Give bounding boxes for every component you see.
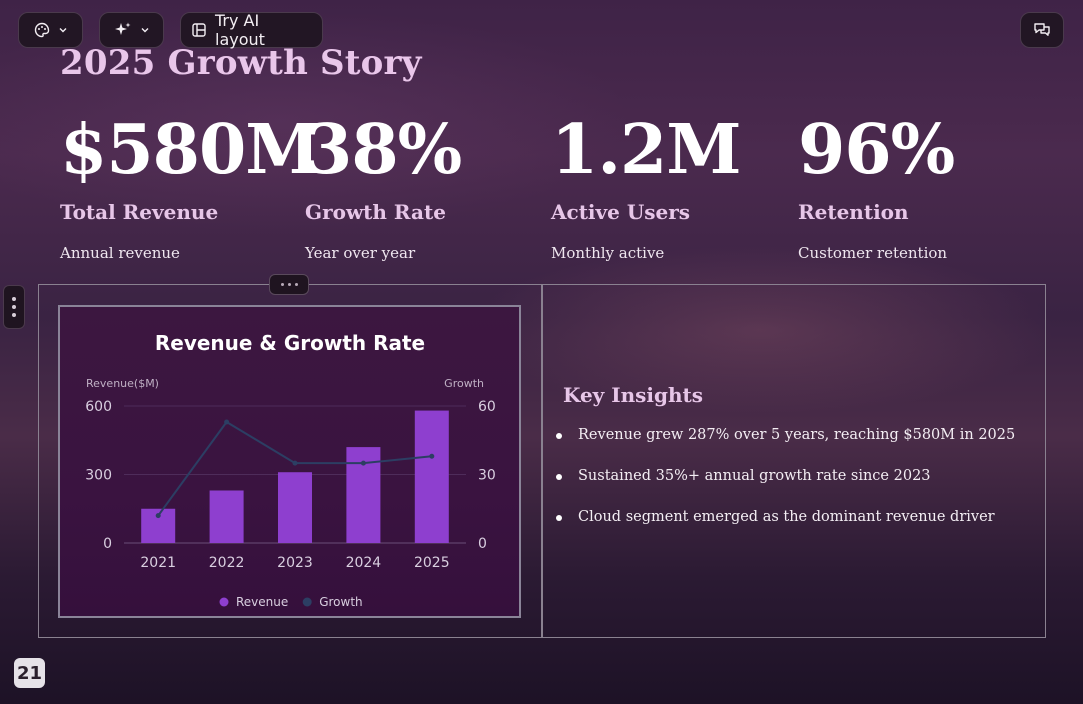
- revenue-bar[interactable]: [209, 490, 244, 543]
- revenue-bar[interactable]: [414, 410, 449, 543]
- stat-active-users: 1.2M Active Users Monthly active: [551, 108, 781, 262]
- stat-label: Total Revenue: [60, 200, 219, 224]
- legend-label[interactable]: Growth: [319, 595, 362, 609]
- legend-swatch: [219, 597, 229, 607]
- stat-value: 96%: [798, 110, 955, 190]
- stat-description: Annual revenue: [60, 244, 180, 262]
- y-left-axis-label: Revenue($M): [86, 377, 159, 390]
- block-drag-handle[interactable]: [3, 285, 25, 329]
- comments-button[interactable]: [1020, 12, 1064, 48]
- y-right-tick-label: 30: [478, 468, 496, 484]
- growth-point[interactable]: [155, 513, 161, 519]
- x-tick-label: 2024: [346, 555, 382, 571]
- growth-point[interactable]: [360, 460, 366, 466]
- insight-item: Cloud segment emerged as the dominant re…: [556, 509, 1023, 550]
- block-options-handle[interactable]: [269, 274, 309, 295]
- stat-description: Customer retention: [798, 244, 948, 262]
- stat-value: 38%: [305, 110, 462, 190]
- stat-value: $580M: [60, 110, 321, 190]
- revenue-bar[interactable]: [278, 472, 312, 543]
- ai-assist-button[interactable]: [99, 12, 164, 48]
- legend-label[interactable]: Revenue: [236, 595, 288, 609]
- x-tick-label: 2022: [209, 555, 245, 571]
- y-left-tick-label: 600: [85, 399, 112, 415]
- chevron-down-icon: [140, 25, 150, 35]
- y-right-tick-label: 60: [478, 399, 496, 415]
- key-insights: Key Insights Revenue grew 287% over 5 ye…: [556, 383, 1023, 550]
- insights-list: Revenue grew 287% over 5 years, reaching…: [556, 427, 1023, 550]
- slide-title: 2025 Growth Story: [60, 43, 422, 83]
- x-tick-label: 2021: [140, 555, 176, 571]
- y-left-tick-label: 300: [85, 468, 112, 484]
- stat-description: Year over year: [305, 244, 416, 262]
- try-ai-layout-label: Try AI layout: [215, 11, 265, 49]
- insight-item: Revenue grew 287% over 5 years, reaching…: [556, 427, 1023, 468]
- layout-icon: [191, 22, 207, 38]
- growth-point[interactable]: [224, 419, 230, 425]
- stat-label: Growth Rate: [305, 200, 446, 224]
- theme-button[interactable]: [18, 12, 83, 48]
- comments-icon: [1033, 21, 1051, 39]
- stat-description: Monthly active: [551, 244, 665, 262]
- column-divider: [541, 284, 543, 638]
- y-right-axis-label: Growth: [444, 377, 484, 390]
- stat-retention: 96% Retention Customer retention: [798, 108, 1028, 262]
- palette-icon: [34, 22, 50, 38]
- y-right-tick-label: 0: [478, 536, 487, 552]
- stat-label: Retention: [798, 200, 909, 224]
- stat-total-revenue: $580M Total Revenue Annual revenue: [60, 108, 321, 262]
- revenue-growth-chart[interactable]: Revenue & Growth Rate Revenue($M) Growth…: [58, 305, 521, 618]
- chevron-down-icon: [58, 25, 68, 35]
- page-number[interactable]: 21: [14, 658, 45, 688]
- growth-point[interactable]: [292, 460, 298, 466]
- legend-swatch: [302, 597, 312, 607]
- insights-title: Key Insights: [563, 383, 704, 407]
- chart-title: Revenue & Growth Rate: [155, 331, 425, 355]
- x-tick-label: 2023: [277, 555, 313, 571]
- y-left-tick-label: 0: [103, 536, 112, 552]
- insight-item: Sustained 35%+ annual growth rate since …: [556, 468, 1023, 509]
- sparkle-icon: [114, 21, 132, 39]
- growth-point[interactable]: [429, 453, 435, 459]
- stat-growth-rate: 38% Growth Rate Year over year: [305, 108, 535, 262]
- chart-canvas: Revenue & Growth Rate Revenue($M) Growth…: [85, 331, 496, 609]
- try-ai-layout-button[interactable]: Try AI layout: [180, 11, 323, 49]
- stat-value: 1.2M: [551, 110, 742, 190]
- x-tick-label: 2025: [414, 555, 450, 571]
- stat-label: Active Users: [551, 200, 691, 224]
